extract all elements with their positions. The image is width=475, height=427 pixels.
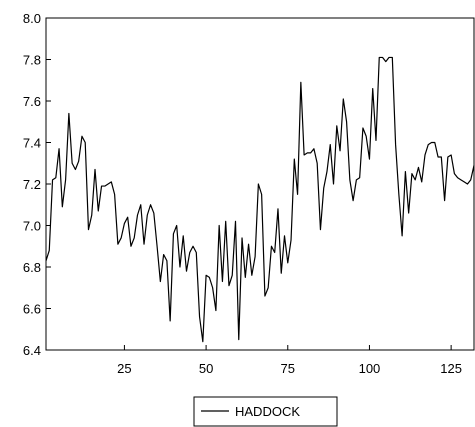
- y-axis: 6.4 6.6 6.8 7.0 7.2 7.4 7.6 7.8 8.0: [23, 11, 51, 358]
- y-tick-label: 6.6: [23, 302, 41, 317]
- y-tick-label: 6.8: [23, 260, 41, 275]
- legend: HADDOCK: [193, 396, 338, 427]
- x-tick-label: 50: [199, 361, 213, 376]
- x-tick-label: 125: [440, 361, 462, 376]
- legend-label-haddock: HADDOCK: [235, 404, 300, 419]
- x-tick-label: 75: [281, 361, 295, 376]
- y-tick-label: 7.2: [23, 177, 41, 192]
- x-tick-label: 100: [359, 361, 381, 376]
- haddock-series-line: [45, 56, 475, 343]
- y-tick-label: 6.4: [23, 343, 41, 358]
- plot-frame: [45, 17, 475, 351]
- x-tick-label: 25: [117, 361, 131, 376]
- y-tick-label: 7.8: [23, 53, 41, 68]
- y-tick-label: 8.0: [23, 11, 41, 26]
- y-tick-label: 7.6: [23, 94, 41, 109]
- y-tick-label: 7.0: [23, 219, 41, 234]
- x-axis: 25 50 75 100 125: [117, 345, 462, 376]
- y-tick-label: 7.4: [23, 136, 41, 151]
